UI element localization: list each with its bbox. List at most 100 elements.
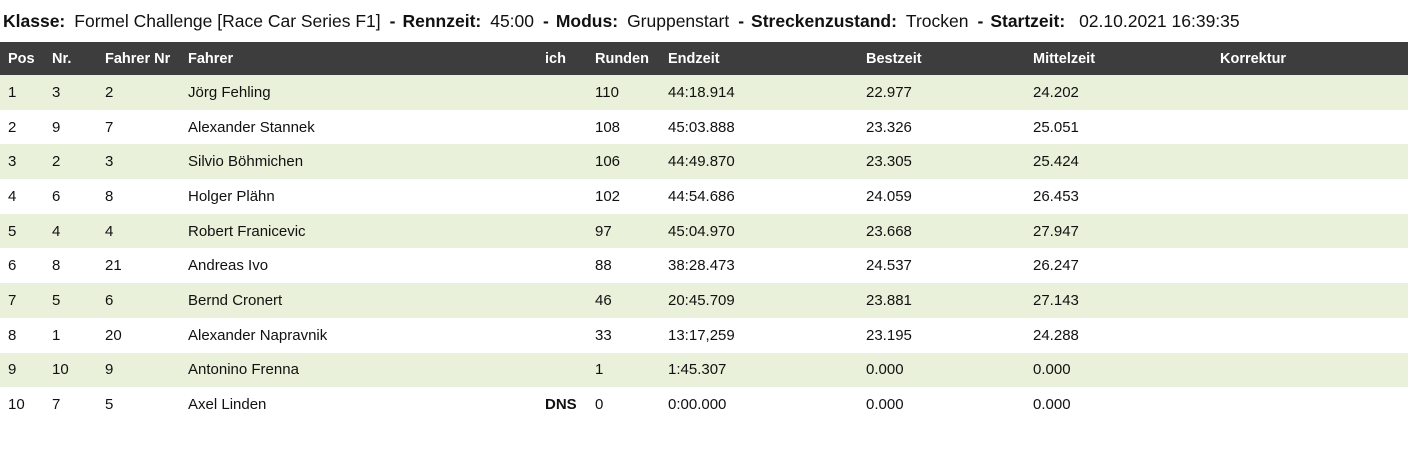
column-header-mittelzeit: Mittelzeit [1033,50,1096,67]
cell-mittelzeit: 26.453 [1033,187,1079,205]
cell-bestzeit: 23.305 [866,153,912,171]
cell-endzeit: 44:18.914 [668,83,735,101]
cell-fahrer: Antonino Frenna [188,361,299,379]
cell-korrektur [1212,179,1408,214]
table-row: 5 4 4 Robert Franicevic 97 45:04.970 23.668 27.… [0,213,1408,249]
cell-ich: DNS [545,396,577,414]
info-startzeit-value: 02.10.2021 16:39:35 [1079,11,1240,31]
column-header-nr: Nr. [52,50,72,67]
info-modus: Modus: Gruppenstart [556,11,729,31]
cell-endzeit: 38:28.473 [668,257,735,275]
cell-mittelzeit: 24.288 [1033,326,1079,344]
cell-mittelzeit: 26.247 [1033,257,1079,275]
cell-bestzeit: 0.000 [866,361,904,379]
cell-fahrer_nr: 21 [105,257,122,275]
cell-ich [537,144,587,179]
cell-mittelzeit: 25.051 [1033,118,1079,136]
cell-fahrer: Alexander Napravnik [188,326,328,344]
cell-mittelzeit: 27.143 [1033,291,1079,309]
cell-pos: 1 [8,83,17,101]
cell-nr: 1 [52,326,61,344]
table-row: 6 8 21 Andreas Ivo 88 38:28.473 24.537 26.247 [0,248,1408,284]
cell-mittelzeit: 27.947 [1033,222,1079,240]
cell-bestzeit: 23.668 [866,222,912,240]
info-streckenzustand-label: Streckenzustand: [751,11,897,31]
cell-fahrer_nr: 20 [105,326,122,344]
table-row: 7 5 6 Bernd Cronert 46 20:45.709 23.881 27.143 [0,283,1408,318]
info-rennzeit-label: Rennzeit: [402,11,482,31]
cell-mittelzeit: 0.000 [1033,361,1071,379]
cell-runden: 33 [595,326,612,344]
cell-nr: 10 [52,361,69,379]
table-row: 8 1 20 Alexander Napravnik 33 13:17,259 23.195… [0,317,1408,353]
cell-nr: 9 [52,118,61,136]
cell-endzeit: 44:49.870 [668,153,735,171]
cell-pos: 10 [8,396,25,414]
cell-nr: 3 [52,83,61,101]
cell-fahrer_nr: 7 [105,118,114,136]
info-rennzeit: Rennzeit: 45:00 [402,11,534,31]
cell-endzeit: 0:00.000 [668,396,727,414]
cell-fahrer_nr: 2 [105,83,114,101]
column-header-endzeit: Endzeit [668,50,720,67]
info-streckenzustand: Streckenzustand: Trocken [751,11,968,31]
cell-fahrer_nr: 3 [105,153,114,171]
info-separator: - [389,11,396,31]
column-header-korrektur: Korrektur [1220,50,1287,67]
cell-pos: 6 [8,257,17,275]
cell-fahrer: Jörg Fehling [188,83,271,101]
info-klasse-label: Klasse: [3,11,66,31]
cell-korrektur [1212,318,1408,353]
cell-fahrer_nr: 5 [105,396,114,414]
cell-ich [537,318,587,353]
info-modus-label: Modus: [555,11,619,31]
cell-ich [537,353,587,388]
cell-runden: 110 [595,83,619,101]
cell-endzeit: 1:45.307 [668,361,727,379]
cell-ich [537,283,587,318]
table-row: 10 7 5 Axel Linden DNS 0 0:00.000 0.000 0.000 [0,387,1408,422]
info-rennzeit-value: 45:00 [490,11,535,31]
race-info-bar: Klasse: Formel Challenge [Race Car Series… [0,0,1408,42]
cell-fahrer_nr: 6 [105,291,114,309]
cell-pos: 8 [8,326,17,344]
column-header-fahrer: Fahrer [188,50,234,67]
results-table: Pos Nr. Fahrer Nr Fahrer ich Runden Endzeit Bes… [0,42,1408,422]
cell-korrektur [1212,283,1408,318]
column-header-fahrer_nr: Fahrer Nr [105,50,171,67]
cell-ich [537,214,587,249]
cell-korrektur [1212,75,1408,110]
cell-runden: 88 [595,257,612,275]
cell-runden: 108 [595,118,621,136]
cell-pos: 5 [8,222,17,240]
cell-runden: 1 [595,361,604,379]
table-row: 1 3 2 Jörg Fehling 110 44:18.914 22.977 24.202 [0,75,1408,110]
cell-mittelzeit: 25.424 [1033,153,1079,171]
cell-pos: 3 [8,153,17,171]
header-row: Pos Nr. Fahrer Nr Fahrer ich Runden Endzeit Bes… [0,42,1408,75]
cell-fahrer_nr: 4 [105,222,114,240]
cell-korrektur [1212,110,1408,145]
cell-nr: 5 [52,291,61,309]
cell-bestzeit: 23.195 [866,326,912,344]
table-row: 4 6 8 Holger Plähn 102 44:54.686 24.059 26.453 [0,179,1408,214]
cell-korrektur [1212,387,1408,422]
cell-fahrer: Bernd Cronert [188,291,283,309]
column-header-pos: Pos [8,50,35,67]
info-startzeit-label: Startzeit: [990,11,1066,31]
cell-pos: 4 [8,187,17,205]
cell-runden: 106 [595,153,621,171]
table-row: 2 9 7 Alexander Stannek 108 45:03.888 23.326 25… [0,109,1408,145]
cell-bestzeit: 22.977 [866,83,912,101]
cell-korrektur [1212,214,1408,249]
info-separator: - [738,11,745,31]
column-header-bestzeit: Bestzeit [866,50,922,67]
cell-fahrer: Holger Plähn [188,187,275,205]
cell-endzeit: 13:17,259 [668,326,735,344]
cell-fahrer: Alexander Stannek [188,118,315,136]
cell-nr: 7 [52,396,61,414]
cell-fahrer_nr: 8 [105,187,114,205]
cell-mittelzeit: 0.000 [1033,396,1071,414]
info-separator: - [543,11,549,31]
cell-bestzeit: 0.000 [866,396,904,414]
